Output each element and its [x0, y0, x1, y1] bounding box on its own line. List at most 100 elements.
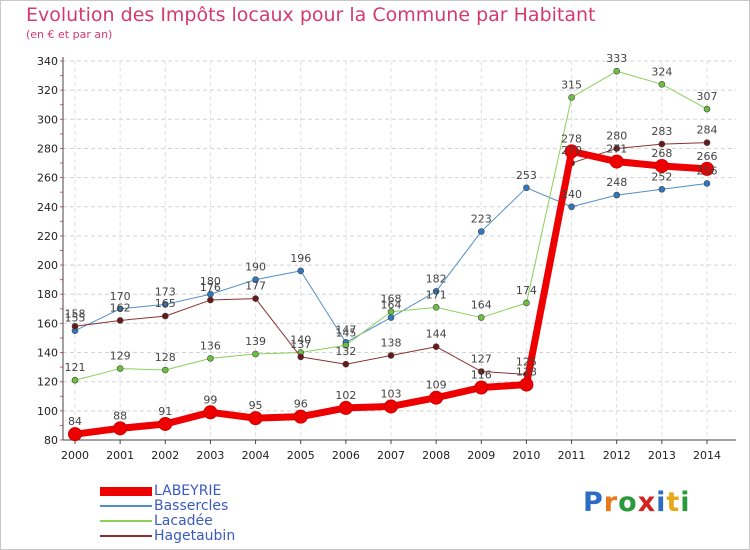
data-label-hagetaubin: 165 — [155, 297, 176, 310]
data-point-labeyrie — [68, 427, 82, 442]
data-label-bassercles: 223 — [471, 213, 492, 226]
chart-subtitle: (en € et par an) — [26, 28, 113, 41]
data-label-labeyrie: 95 — [249, 399, 263, 412]
data-point-hagetaubin — [71, 322, 79, 330]
data-label-lacadee: 174 — [516, 284, 537, 297]
x-tick-label: 2010 — [512, 449, 540, 462]
data-point-lacadee — [477, 314, 485, 321]
data-point-hagetaubin — [613, 145, 621, 152]
data-point-bassercles — [613, 191, 621, 199]
data-point-hagetaubin — [432, 343, 440, 351]
data-label-labeyrie: 91 — [158, 405, 172, 418]
x-tick-label: 2004 — [242, 449, 270, 462]
data-point-lacadee — [613, 67, 621, 75]
logo-letter: i — [656, 487, 667, 518]
data-label-labeyrie: 271 — [606, 143, 627, 156]
chart-legend: LABEYRIE Bassercles Lacadée Hagetaubin — [100, 483, 320, 544]
data-label-bassercles: 155 — [65, 312, 86, 325]
legend-item-labeyrie[interactable]: LABEYRIE — [100, 483, 320, 499]
data-label-lacadee: 315 — [561, 78, 582, 91]
data-label-lacadee: 129 — [110, 350, 131, 363]
data-point-labeyrie — [564, 144, 579, 159]
data-point-labeyrie — [519, 377, 534, 392]
logo-letter: r — [603, 487, 619, 518]
y-tick-label: 320 — [37, 84, 58, 97]
data-label-bassercles: 253 — [516, 169, 537, 182]
y-tick-label: 120 — [37, 376, 58, 389]
data-label-labeyrie: 109 — [426, 379, 447, 392]
y-tick-label: 140 — [37, 347, 58, 360]
data-point-labeyrie — [609, 154, 624, 169]
data-point-labeyrie — [654, 158, 669, 173]
data-label-hagetaubin: 284 — [697, 124, 718, 137]
data-point-hagetaubin — [116, 317, 124, 324]
data-point-lacadee — [658, 81, 666, 88]
y-tick-label: 300 — [37, 113, 58, 126]
data-point-hagetaubin — [252, 295, 259, 302]
data-label-lacadee: 164 — [471, 299, 492, 312]
legend-swatch — [100, 535, 152, 537]
data-point-lacadee — [432, 304, 440, 311]
data-point-labeyrie — [429, 390, 444, 405]
data-point-lacadee — [116, 365, 124, 372]
legend-item-lacadee[interactable]: Lacadée — [100, 513, 320, 529]
data-point-hagetaubin — [387, 352, 395, 359]
logo-letter: o — [618, 487, 638, 518]
data-label-lacadee: 307 — [697, 90, 718, 103]
data-label-hagetaubin: 162 — [110, 301, 131, 314]
logo-letter: t — [666, 487, 681, 518]
data-point-bassercles — [252, 276, 259, 283]
data-point-lacadee — [387, 308, 395, 316]
data-point-bassercles — [703, 180, 711, 187]
x-tick-label: 2000 — [61, 449, 89, 462]
y-tick-label: 160 — [37, 317, 58, 330]
data-point-lacadee — [207, 355, 214, 362]
data-label-lacadee: 333 — [606, 52, 627, 65]
data-point-labeyrie — [338, 400, 353, 415]
data-label-hagetaubin: 283 — [651, 125, 672, 138]
legend-item-bassercles[interactable]: Bassercles — [100, 498, 320, 514]
x-tick-label: 2006 — [332, 449, 360, 462]
x-tick-label: 2013 — [648, 449, 676, 462]
data-label-bassercles: 248 — [606, 176, 627, 189]
data-label-labeyrie: 116 — [471, 369, 492, 382]
data-label-bassercles: 180 — [200, 275, 221, 288]
data-label-labeyrie: 96 — [294, 398, 308, 411]
data-label-hagetaubin: 158 — [65, 307, 86, 320]
data-label-hagetaubin: 125 — [516, 355, 537, 368]
data-point-hagetaubin — [297, 353, 305, 361]
data-point-bassercles — [116, 305, 124, 313]
data-point-hagetaubin — [342, 360, 350, 368]
y-tick-label: 340 — [37, 55, 58, 68]
y-tick-label: 180 — [37, 288, 58, 301]
y-tick-label: 220 — [37, 230, 58, 243]
legend-label: Lacadée — [154, 513, 213, 529]
legend-swatch — [100, 487, 152, 496]
data-point-labeyrie — [474, 380, 489, 395]
legend-item-hagetaubin[interactable]: Hagetaubin — [100, 528, 320, 544]
x-tick-label: 2003 — [196, 449, 224, 462]
data-label-lacadee: 139 — [245, 335, 266, 348]
data-point-bassercles — [477, 228, 485, 235]
data-label-bassercles: 147 — [335, 323, 356, 336]
data-label-bassercles: 170 — [110, 290, 131, 303]
data-label-bassercles: 256 — [697, 164, 718, 177]
data-label-hagetaubin: 270 — [561, 144, 582, 157]
data-point-hagetaubin — [207, 296, 214, 304]
legend-swatch — [100, 505, 152, 507]
data-point-labeyrie — [113, 421, 128, 436]
data-point-hagetaubin — [161, 312, 169, 320]
data-point-lacadee — [342, 341, 350, 349]
data-label-labeyrie: 88 — [113, 409, 127, 422]
y-tick-label: 80 — [44, 434, 58, 447]
logo-letter: x — [637, 487, 657, 518]
data-label-bassercles: 252 — [651, 170, 672, 183]
data-point-labeyrie — [158, 416, 173, 431]
data-label-lacadee: 324 — [651, 65, 672, 78]
y-tick-label: 240 — [37, 201, 58, 214]
data-label-labeyrie: 278 — [561, 132, 582, 145]
x-tick-label: 2005 — [287, 449, 315, 462]
data-label-labeyrie: 266 — [697, 150, 718, 163]
data-label-bassercles: 173 — [155, 285, 176, 298]
